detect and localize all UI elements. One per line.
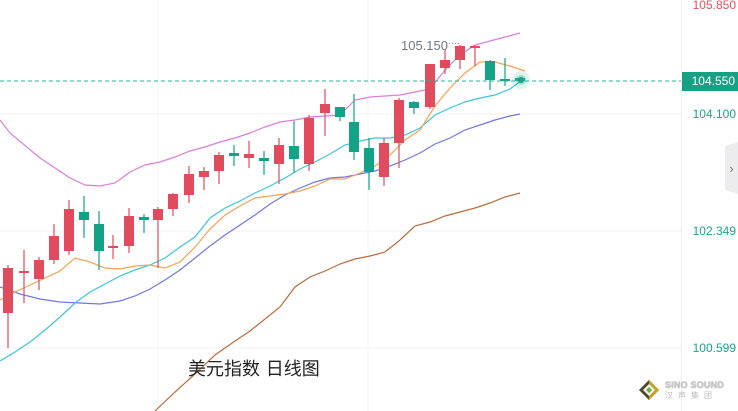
high-price-dots: ···· xyxy=(448,38,460,48)
candles xyxy=(3,45,525,348)
candle xyxy=(184,166,194,203)
current-price-pulse xyxy=(512,71,530,89)
high-price-value: 105.150 xyxy=(401,38,448,53)
candle xyxy=(229,145,239,166)
ma5-line xyxy=(0,61,526,301)
candle xyxy=(49,224,59,264)
expand-panel-button[interactable]: › xyxy=(725,142,738,194)
candle xyxy=(455,45,465,69)
ma20-line xyxy=(0,113,521,305)
price-axis[interactable]: 105.850 104.100 102.349 100.599 xyxy=(681,0,738,411)
candle xyxy=(19,250,29,303)
candle xyxy=(64,200,74,255)
candle xyxy=(470,45,480,66)
candle xyxy=(79,196,89,238)
candle xyxy=(274,138,284,184)
candle xyxy=(304,115,314,171)
candle xyxy=(94,211,104,270)
chart-title: 美元指数 日线图 xyxy=(188,359,320,380)
candle xyxy=(108,235,118,259)
candle xyxy=(168,193,178,216)
axis-tick-104100: 104.100 xyxy=(692,107,736,121)
candle xyxy=(139,214,149,233)
high-price-annotation: 105.150···· xyxy=(401,38,460,53)
candle xyxy=(289,121,299,173)
candle xyxy=(485,60,495,90)
chevron-right-icon: › xyxy=(729,160,734,176)
candle xyxy=(500,58,510,86)
candle xyxy=(409,101,419,114)
candle xyxy=(199,167,209,190)
axis-tick-105850: 105.850 xyxy=(692,0,736,12)
candle xyxy=(440,50,450,74)
grid-lines xyxy=(0,0,681,411)
candle xyxy=(244,141,254,168)
logo-text-cn: 汉声集团 xyxy=(665,390,717,400)
candle xyxy=(320,89,330,136)
candle xyxy=(153,207,163,268)
indicator-lines xyxy=(0,32,526,411)
candle xyxy=(259,151,269,175)
candle xyxy=(124,208,134,253)
candle xyxy=(3,265,13,348)
ma60-line xyxy=(154,192,521,411)
candle xyxy=(425,64,435,109)
boll-upper-line xyxy=(0,32,521,187)
candle xyxy=(349,94,359,160)
axis-tick-100599: 100.599 xyxy=(692,341,736,355)
candle xyxy=(214,152,224,184)
ma10-line xyxy=(0,79,523,362)
brand-logo: SINO SOUND 汉声集团 xyxy=(638,376,734,404)
logo-text-en: SINO SOUND xyxy=(665,379,725,390)
axis-tick-102349: 102.349 xyxy=(692,224,736,238)
diamond-logo-icon xyxy=(639,380,659,400)
candle xyxy=(379,138,389,186)
candle xyxy=(335,107,345,121)
candle xyxy=(394,98,404,168)
candle xyxy=(34,257,44,290)
current-price-tag: 104.550 xyxy=(682,72,738,91)
candle xyxy=(364,138,374,190)
